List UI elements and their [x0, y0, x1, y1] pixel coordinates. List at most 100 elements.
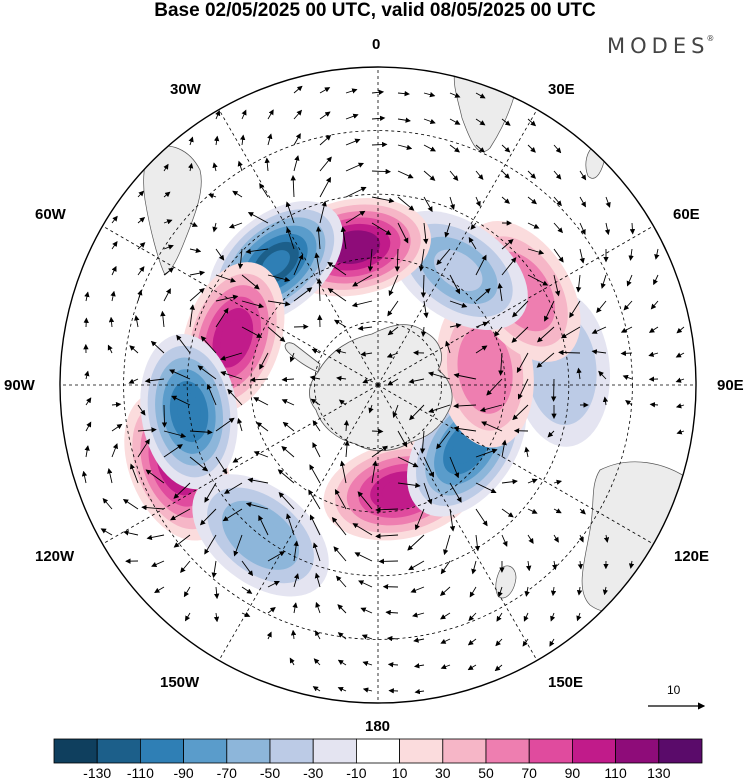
wind-vector — [184, 612, 191, 622]
wind-vector — [107, 344, 113, 354]
wind-vector — [536, 352, 555, 368]
map-border — [59, 66, 697, 704]
wind-vector — [241, 612, 251, 617]
wind-vector — [604, 222, 611, 236]
wind-vector — [553, 144, 562, 154]
wind-vector — [560, 326, 581, 339]
wind-vector — [600, 274, 607, 289]
wind-vector — [591, 349, 607, 355]
wind-vector — [371, 115, 386, 122]
wind-vector — [319, 176, 331, 198]
wind-vector — [475, 321, 489, 328]
wind-vector — [410, 586, 425, 593]
wind-vector — [111, 423, 123, 432]
wind-vector — [362, 378, 373, 384]
south-america-tip — [143, 145, 202, 276]
wind-vector — [648, 351, 659, 357]
colorbar-tick-label: -50 — [259, 765, 281, 781]
wind-vector — [449, 323, 462, 329]
wind-vector — [337, 659, 347, 666]
wind-vector — [527, 196, 537, 205]
wind-vector — [111, 215, 118, 224]
wind-vector — [247, 212, 269, 224]
wind-vector — [449, 300, 468, 308]
wind-vector — [449, 118, 461, 125]
wind-vector — [188, 136, 194, 146]
wind-vector — [436, 248, 451, 266]
wind-vector — [579, 222, 586, 235]
wind-vector — [386, 635, 399, 642]
wind-vector — [569, 300, 581, 319]
wind-vector — [481, 421, 503, 432]
wind-vector — [375, 507, 399, 513]
wind-vector — [146, 534, 165, 541]
wind-vector — [475, 288, 491, 302]
wind-vector — [524, 446, 530, 458]
wind-vector — [213, 586, 220, 600]
wind-vector — [453, 403, 477, 409]
lon-label-30w: 30W — [170, 81, 201, 98]
wind-vector — [241, 109, 247, 120]
wind-vector — [423, 118, 436, 124]
wind-vector — [150, 340, 165, 354]
colorbar — [53, 738, 703, 764]
wind-vector — [527, 144, 536, 153]
wind-vector — [189, 287, 205, 302]
wind-vector — [163, 288, 171, 302]
wind-vector — [544, 300, 555, 322]
wind-vector — [215, 248, 225, 261]
lon-label-120w: 120W — [35, 548, 75, 565]
anomaly-contour — [434, 249, 483, 292]
wind-vector — [293, 133, 301, 146]
wind-vector — [440, 560, 451, 575]
latitude-circle — [313, 320, 442, 449]
wind-vector — [371, 445, 388, 458]
wind-vector — [553, 196, 562, 207]
wind-vector — [340, 226, 347, 250]
wind-vector — [137, 438, 150, 458]
wind-vector — [436, 430, 451, 450]
wind-vector — [345, 210, 366, 224]
wind-vector — [122, 498, 139, 510]
wind-vector — [479, 404, 503, 413]
wind-vector — [84, 445, 90, 458]
wind-vector — [129, 345, 139, 354]
wind-vector — [319, 200, 327, 224]
colorbar-tick-label: 70 — [521, 765, 537, 781]
wind-vector — [553, 222, 563, 234]
wind-vector — [293, 85, 303, 94]
wind-vector — [360, 607, 373, 614]
wind-vector — [339, 460, 347, 484]
wind-vector — [84, 370, 90, 380]
wind-vector — [354, 552, 373, 562]
wind-vector — [267, 274, 291, 283]
lon-label-60w: 60W — [35, 206, 66, 223]
wind-vector — [215, 294, 239, 302]
wind-vector — [331, 516, 347, 536]
wind-vector — [501, 144, 511, 153]
wind-vector — [211, 560, 217, 579]
wind-vector — [527, 248, 545, 255]
wind-vector — [397, 170, 414, 179]
wind-vector — [315, 630, 321, 640]
meridian-line — [218, 109, 379, 386]
colorbar-swatch — [312, 738, 357, 764]
wind-vector — [552, 560, 558, 571]
wind-vector — [576, 367, 582, 380]
wind-vector — [648, 326, 659, 333]
wind-vector — [189, 456, 208, 472]
wind-vector — [309, 464, 321, 484]
wind-vector — [111, 443, 118, 458]
wind-vector — [312, 442, 321, 458]
wind-vector — [388, 274, 399, 297]
colorbar-tick-label: 10 — [391, 765, 408, 781]
wind-vector — [471, 560, 477, 575]
meridian-line — [102, 384, 379, 545]
wind-vector — [550, 612, 556, 622]
wind-vector — [453, 425, 477, 432]
wind-vector — [576, 586, 583, 596]
wind-vector — [173, 482, 191, 499]
wind-vector — [110, 290, 116, 302]
wind-vector — [277, 469, 295, 484]
wind-vector — [160, 310, 166, 328]
